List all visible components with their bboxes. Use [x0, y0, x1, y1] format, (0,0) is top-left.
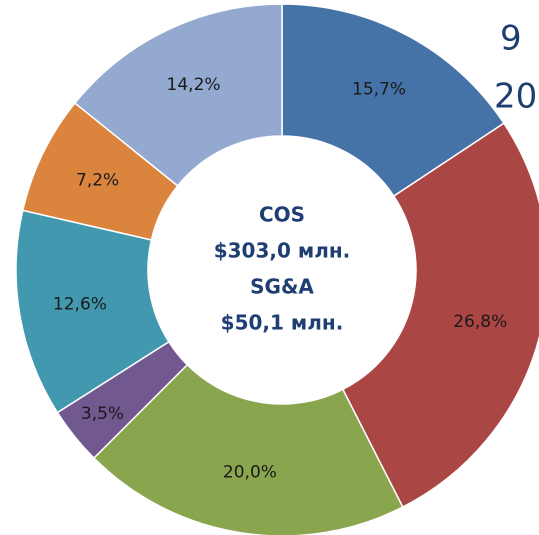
donut-slice	[281, 3, 505, 198]
center-label: COS	[259, 203, 305, 227]
data-label: 15,7%	[352, 79, 406, 99]
data-label: 14,2%	[167, 75, 221, 95]
donut-slice	[92, 363, 404, 535]
data-label: 26,8%	[453, 312, 507, 332]
data-label: 20,0%	[223, 462, 277, 482]
annotation: 20	[494, 77, 537, 117]
donut-slice	[73, 3, 283, 187]
data-label: 12,6%	[53, 295, 107, 315]
annotation: 9	[500, 19, 522, 59]
donut-slice	[15, 209, 170, 414]
center-label: $50,1 млн.	[221, 311, 344, 335]
data-label: 7,2%	[76, 170, 119, 190]
center-label: SG&A	[250, 275, 314, 299]
donut-slice	[341, 122, 539, 509]
data-label: 3,5%	[81, 404, 124, 424]
center-label: $303,0 млн.	[214, 239, 351, 263]
